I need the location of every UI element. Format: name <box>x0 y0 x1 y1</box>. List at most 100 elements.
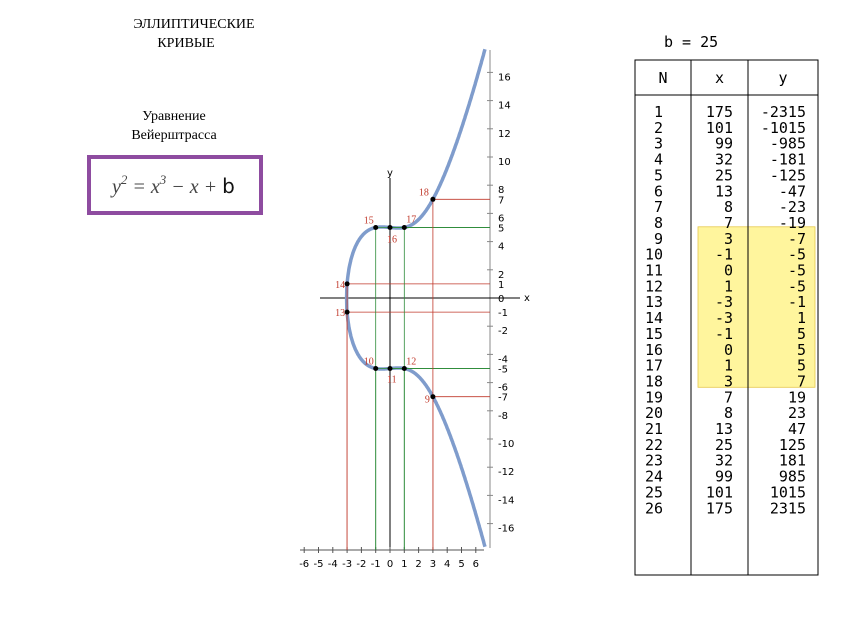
table-cell: 9 <box>654 230 663 248</box>
table-cell: 3 <box>724 372 733 390</box>
equation: y2 = x3 − x + b <box>110 172 235 198</box>
point-label: 16 <box>387 235 397 246</box>
y-mark-label: -7 <box>498 393 508 404</box>
x-tick-label: -2 <box>356 559 366 570</box>
title: ЭЛЛИПТИЧЕСКИЕ <box>133 17 254 32</box>
point-label: 12 <box>406 357 416 368</box>
table-cell: -19 <box>779 214 806 232</box>
table-cell: 1 <box>724 277 733 295</box>
table-cell: 7 <box>724 214 733 232</box>
table-cell: 3 <box>654 135 663 153</box>
table-cell: -2315 <box>761 103 806 121</box>
y-tick-label: -12 <box>498 467 514 478</box>
table-cell: 13 <box>715 182 733 200</box>
y-tick-label: -10 <box>498 439 514 450</box>
eq-part: y <box>110 176 121 198</box>
y-tick-label: -6 <box>498 383 508 394</box>
table-cell: 1015 <box>770 483 806 501</box>
point-label: 10 <box>364 357 374 368</box>
y-tick-label: 8 <box>498 185 504 196</box>
table-cell: 16 <box>645 341 663 359</box>
eq-part: 3 <box>159 172 167 187</box>
point-label: 17 <box>406 215 416 226</box>
point <box>430 394 436 400</box>
x-tick-label: -1 <box>371 559 381 570</box>
table-cell: 21 <box>645 420 663 438</box>
table-cell: 23 <box>645 452 663 470</box>
table-cell: 1 <box>797 309 806 327</box>
table-cell: 15 <box>645 325 663 343</box>
highlight <box>697 226 816 388</box>
table-cell: 47 <box>788 420 806 438</box>
table-cell: 0 <box>724 262 733 280</box>
point-label: 13 <box>335 308 345 319</box>
table-cell: 1 <box>654 103 663 121</box>
table-cell: 5 <box>654 166 663 184</box>
table-cell: 6 <box>654 182 663 200</box>
y-tick-label: -14 <box>498 495 514 506</box>
table-cell: 985 <box>779 468 806 486</box>
table-header: x <box>715 69 724 87</box>
table-border <box>634 59 819 576</box>
table-cell: 23 <box>788 404 806 422</box>
y-mark-label: 7 <box>498 195 504 206</box>
table-cell: 25 <box>715 166 733 184</box>
point <box>344 281 350 287</box>
parameter: b = 25 <box>664 33 718 51</box>
table-cell: 5 <box>797 341 806 359</box>
x-tick-label: 4 <box>444 559 450 570</box>
point-label: 9 <box>425 395 430 406</box>
param-name: b <box>664 33 673 51</box>
x-tick-label: 3 <box>430 559 436 570</box>
table-cell: -47 <box>779 182 806 200</box>
y-tick-label: 2 <box>498 270 504 281</box>
table-cell: 13 <box>715 420 733 438</box>
table-cell: 1 <box>724 357 733 375</box>
table-cell: 24 <box>645 468 663 486</box>
table-cell: 2 <box>654 119 663 137</box>
y-tick-label: 4 <box>498 242 504 253</box>
axis-label: y <box>387 168 393 179</box>
point-label: 11 <box>387 375 397 386</box>
point <box>344 309 350 315</box>
x-tick-label: -5 <box>314 559 324 570</box>
curve <box>344 48 487 548</box>
table-cell: -985 <box>770 135 806 153</box>
title: КРИВЫЕ <box>157 36 214 51</box>
table-cell: -5 <box>788 277 806 295</box>
y-mark-label: -5 <box>498 365 508 376</box>
table-cell: 3 <box>724 230 733 248</box>
table-cell: 19 <box>788 388 806 406</box>
y-tick-label: -4 <box>498 354 508 365</box>
param-value: 25 <box>700 33 718 51</box>
table-cell: -125 <box>770 166 806 184</box>
x-tick-label: -4 <box>328 559 338 570</box>
table-cell: 101 <box>706 483 733 501</box>
y-tick-label: 12 <box>498 129 511 140</box>
table-cell: -5 <box>788 262 806 280</box>
y-mark-label: 1 <box>498 280 504 291</box>
y-tick-label: -8 <box>498 411 508 422</box>
x-tick-label: 5 <box>458 559 464 570</box>
table-cell: -1015 <box>761 119 806 137</box>
x-tick-label: -6 <box>299 559 309 570</box>
y-mark-label: -1 <box>498 308 508 319</box>
table-cell: 11 <box>645 262 663 280</box>
table-cell: 26 <box>645 499 663 517</box>
equation-box <box>87 155 263 215</box>
table-cell: 25 <box>715 436 733 454</box>
table-cell: 8 <box>654 214 663 232</box>
table-cell: 10 <box>645 246 663 264</box>
table-cell: 7 <box>724 388 733 406</box>
point <box>401 366 407 371</box>
point <box>373 366 379 371</box>
point <box>430 196 436 202</box>
y-mark-label: 0 <box>498 294 504 305</box>
table-cell: -5 <box>788 246 806 264</box>
point <box>387 366 393 371</box>
x-tick-label: 0 <box>387 559 393 570</box>
table-header: N <box>658 69 667 87</box>
table-cell: -23 <box>779 198 806 216</box>
